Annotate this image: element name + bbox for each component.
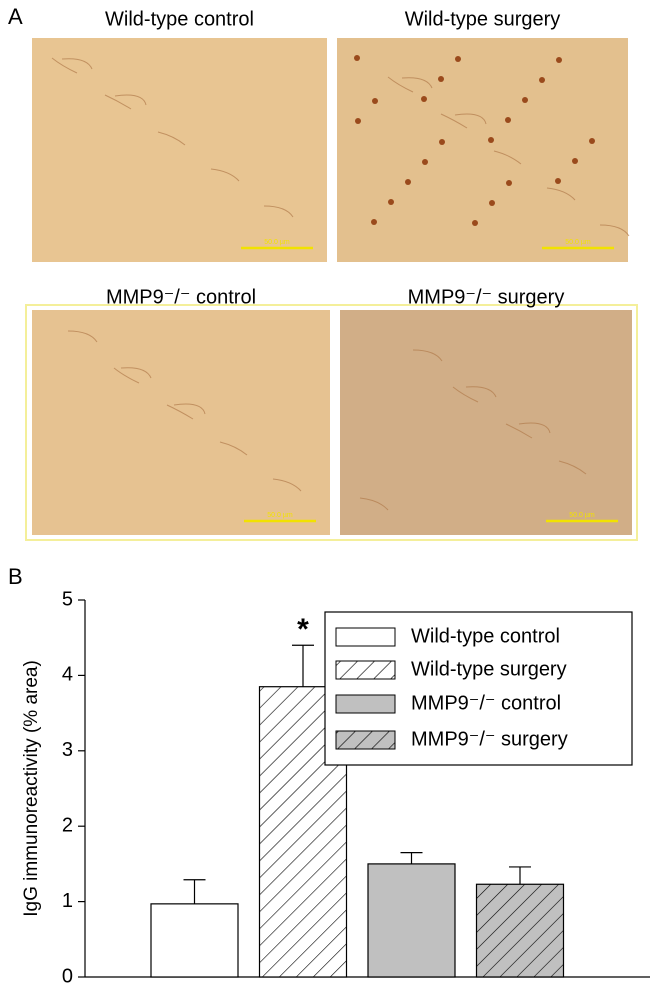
panel-label: A xyxy=(8,4,23,29)
vessel xyxy=(401,77,433,89)
stained-cell xyxy=(589,138,595,144)
bar xyxy=(150,903,239,978)
vessel xyxy=(61,58,93,70)
stained-cell xyxy=(455,56,461,62)
scale-bar-label: 50.0 µm xyxy=(565,239,591,246)
stained-cell xyxy=(488,137,494,143)
vessel xyxy=(359,497,389,511)
stained-cell xyxy=(405,179,411,185)
vessel xyxy=(114,94,147,106)
bar xyxy=(367,863,456,978)
y-tick-label: 1 xyxy=(62,890,73,912)
image-frame xyxy=(25,304,638,541)
legend-label: MMP9⁻/⁻ control xyxy=(411,692,561,714)
legend-swatch xyxy=(335,730,396,750)
y-tick-label: 3 xyxy=(62,739,73,761)
vessel xyxy=(166,404,194,420)
stained-cell xyxy=(371,219,377,225)
vessel xyxy=(157,131,186,146)
y-tick-label: 2 xyxy=(62,814,73,836)
micrograph xyxy=(337,38,628,262)
stained-cell xyxy=(355,118,361,124)
legend-label: MMP9⁻/⁻ surgery xyxy=(411,728,568,750)
bar xyxy=(475,883,565,978)
vessel xyxy=(599,224,630,237)
stained-cell xyxy=(489,200,495,206)
micrograph xyxy=(32,38,327,262)
scale-bar-label: 50.0 µm xyxy=(267,512,293,519)
legend-label: Wild-type control xyxy=(411,625,560,647)
stained-cell xyxy=(506,180,512,186)
legend-swatch xyxy=(335,660,396,680)
panel-label: B xyxy=(8,564,23,589)
micrograph xyxy=(32,310,330,535)
vessel xyxy=(113,367,140,384)
y-tick-label: 5 xyxy=(62,588,73,610)
micrograph xyxy=(340,310,632,535)
stained-cell xyxy=(472,220,478,226)
stained-cell xyxy=(438,76,444,82)
image-title: Wild-type surgery xyxy=(405,8,561,30)
image-title: Wild-type control xyxy=(105,8,254,30)
vessel xyxy=(546,187,576,201)
stained-cell xyxy=(422,159,428,165)
vessel xyxy=(454,113,487,125)
legend-swatch xyxy=(335,627,396,647)
y-tick-label: 0 xyxy=(62,965,73,987)
stained-cell xyxy=(522,97,528,103)
stained-cell xyxy=(354,55,360,61)
vessel xyxy=(505,423,533,439)
vessel xyxy=(387,76,414,93)
vessel xyxy=(51,57,78,74)
significance-mark: * xyxy=(297,613,309,646)
stained-cell xyxy=(421,96,427,102)
vessel xyxy=(558,460,587,475)
y-axis-label: IgG immunoreactivity (% area) xyxy=(21,660,42,917)
vessel xyxy=(67,330,98,343)
stained-cell xyxy=(505,117,511,123)
legend-swatch xyxy=(335,694,396,714)
vessel xyxy=(210,168,240,182)
vessel xyxy=(272,478,302,492)
vessel xyxy=(173,403,206,415)
stained-cell xyxy=(572,158,578,164)
scale-bar-label: 50.0 µm xyxy=(569,512,595,519)
vessel xyxy=(465,386,497,398)
image-title: MMP9⁻/⁻ surgery xyxy=(408,286,565,308)
stained-cell xyxy=(539,77,545,83)
image-title: MMP9⁻/⁻ control xyxy=(106,286,256,308)
legend-label: Wild-type surgery xyxy=(411,658,567,680)
vessel xyxy=(263,205,294,218)
vessel xyxy=(412,349,443,362)
stained-cell xyxy=(556,57,562,63)
stained-cell xyxy=(388,199,394,205)
y-tick-label: 4 xyxy=(62,664,73,686)
stained-cell xyxy=(372,98,378,104)
vessel xyxy=(104,94,132,110)
vessel xyxy=(120,367,152,379)
stained-cell xyxy=(439,139,445,145)
stained-cell xyxy=(555,178,561,184)
scale-bar-label: 50.0 µm xyxy=(264,239,290,246)
vessel xyxy=(219,441,248,456)
vessel xyxy=(452,386,479,403)
vessel xyxy=(493,150,522,165)
vessel xyxy=(440,113,468,129)
vessel xyxy=(518,422,551,434)
